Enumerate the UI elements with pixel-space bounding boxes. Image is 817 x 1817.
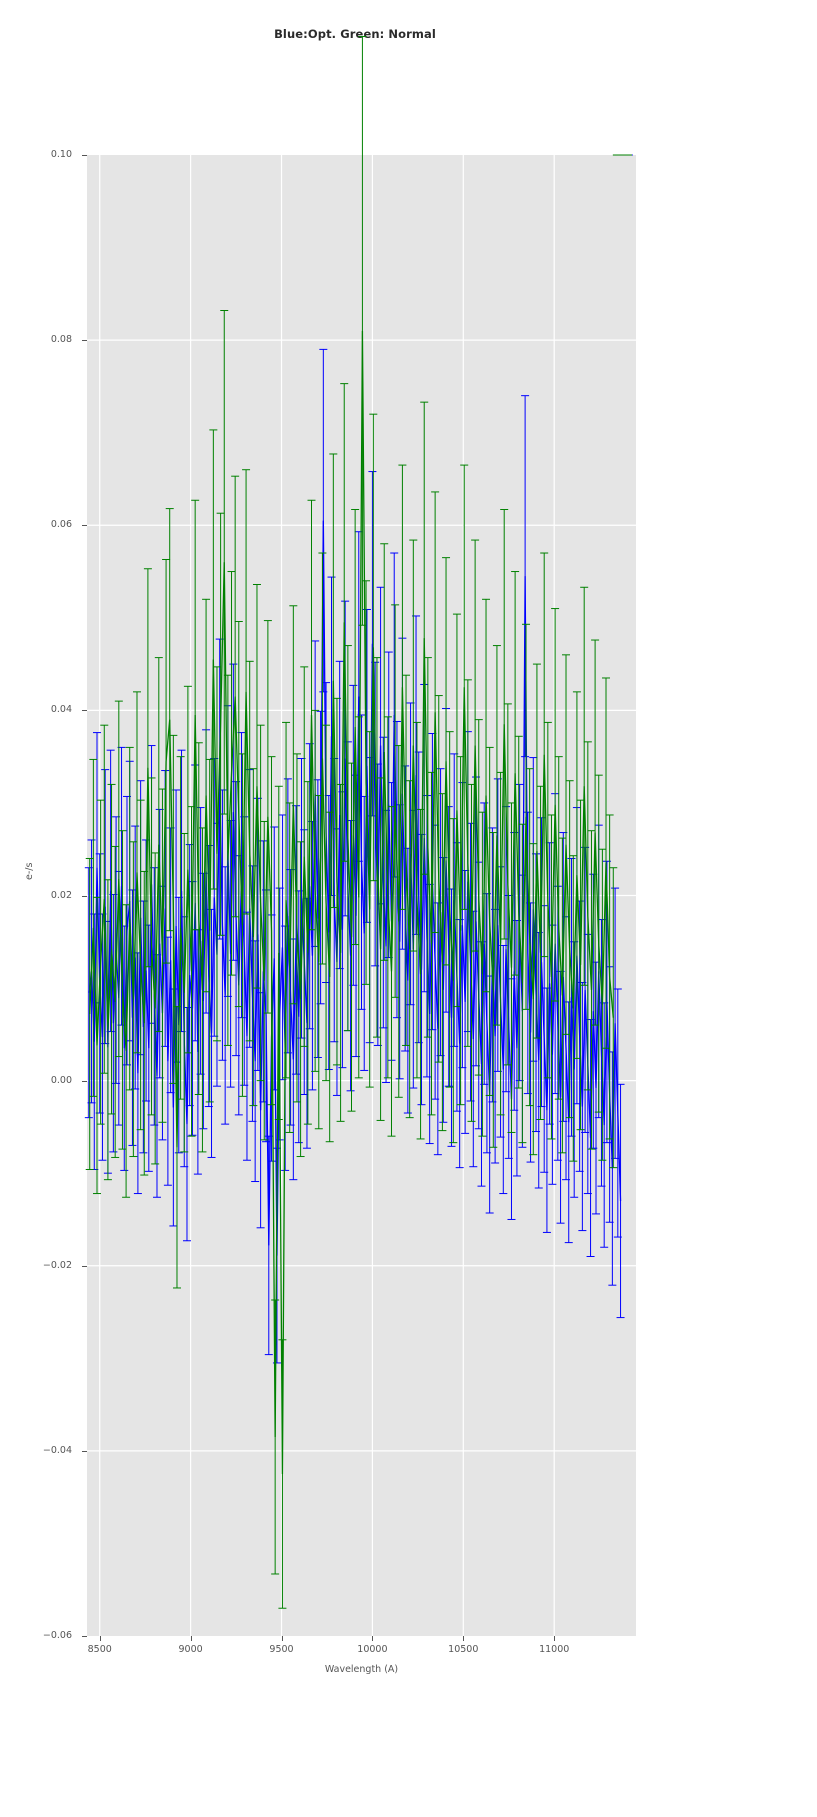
series-line: [89, 330, 614, 1475]
y-tick-label: 0.10: [50, 149, 72, 160]
x-tick-label: 9000: [178, 1644, 203, 1655]
x-tick-mark: [281, 1636, 283, 1641]
x-tick-mark: [190, 1636, 192, 1641]
x-axis-label: Wavelength (A): [324, 1664, 399, 1675]
y-tick-mark: [82, 340, 87, 342]
y-tick-label: 0.00: [50, 1074, 72, 1086]
series-normal: [85, 36, 632, 1609]
page-title: Blue:Opt. Green: Normal: [274, 27, 436, 41]
data-layer: [84, 36, 633, 1609]
y-tick-label: 0.06: [50, 519, 72, 531]
x-tick-label: 8500: [87, 1644, 112, 1655]
x-tick-mark: [99, 1636, 101, 1641]
y-tick-label: −0.04: [42, 1444, 72, 1456]
y-axis-label: e-/s: [24, 862, 35, 880]
x-tick-label: 11000: [539, 1644, 570, 1655]
y-tick-mark: [82, 1450, 87, 1452]
y-tick-label: 0.04: [50, 704, 72, 716]
y-tick-mark: [82, 710, 87, 712]
x-tick-label: 9500: [269, 1644, 294, 1655]
plot-area: [84, 36, 636, 1636]
y-tick-label: −0.06: [42, 1630, 72, 1641]
y-tick-label: 0.08: [50, 334, 72, 346]
x-tick-mark: [372, 1636, 374, 1641]
y-tick-label: 0.02: [50, 889, 72, 901]
y-tick-mark: [82, 155, 87, 156]
x-tick-label: 10500: [448, 1644, 479, 1655]
x-tick-label: 10000: [357, 1644, 388, 1655]
y-tick-mark: [82, 1636, 87, 1637]
y-tick-label: −0.02: [42, 1259, 72, 1271]
x-tick-mark: [554, 1636, 556, 1641]
y-tick-mark: [82, 895, 87, 897]
y-tick-mark: [82, 1265, 87, 1267]
y-tick-mark: [82, 525, 87, 527]
y-tick-mark: [82, 1080, 87, 1082]
x-tick-mark: [463, 1636, 465, 1641]
